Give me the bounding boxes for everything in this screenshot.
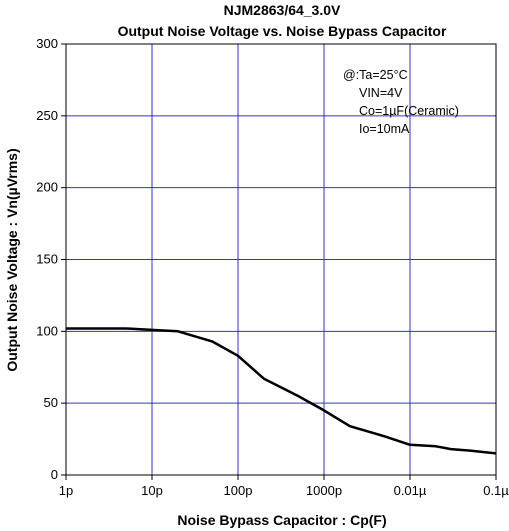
- y-tick-labels: 0 50 100 150 200 250 300: [36, 36, 58, 482]
- annotation-io: Io=10mA: [359, 122, 410, 136]
- y-tick-label: 50: [44, 395, 58, 410]
- y-tick-label: 100: [36, 323, 58, 338]
- annotation-vin: VIN=4V: [359, 86, 403, 100]
- series-group: [66, 327, 497, 455]
- annotation-co: Co=1µF(Ceramic): [359, 104, 459, 118]
- y-tick-label: 250: [36, 108, 58, 123]
- y-tick-label: 300: [36, 36, 58, 51]
- chart-subtitle: Output Noise Voltage vs. Noise Bypass Ca…: [118, 23, 447, 39]
- x-tick-label: 100p: [224, 483, 253, 498]
- x-tick-label: 1p: [59, 483, 73, 498]
- y-axis-label: Output Noise Voltage : Vn(µVrms): [4, 148, 20, 371]
- x-tick-label: 1000p: [306, 483, 342, 498]
- plot-frame: [65, 43, 497, 476]
- y-tick-label: 200: [36, 180, 58, 195]
- grid: [61, 43, 497, 480]
- y-tick-label: 0: [51, 467, 58, 482]
- x-axis-label: Noise Bypass Capacitor : Cp(F): [177, 512, 386, 528]
- x-tick-labels: 1p 10p 100p 1000p 0.01µ 0.1µ: [59, 483, 509, 498]
- annotation-ta: @:Ta=25°C: [343, 68, 408, 82]
- x-tick-label: 0.1µ: [483, 483, 509, 498]
- x-tick-label: 0.01µ: [394, 483, 427, 498]
- annotation-box: @:Ta=25°C VIN=4V Co=1µF(Ceramic) Io=10mA: [343, 68, 459, 136]
- x-tick-label: 10p: [141, 483, 163, 498]
- chart-title: NJM2863/64_3.0V: [224, 2, 341, 18]
- y-tick-label: 150: [36, 252, 58, 267]
- series-line: [66, 327, 497, 455]
